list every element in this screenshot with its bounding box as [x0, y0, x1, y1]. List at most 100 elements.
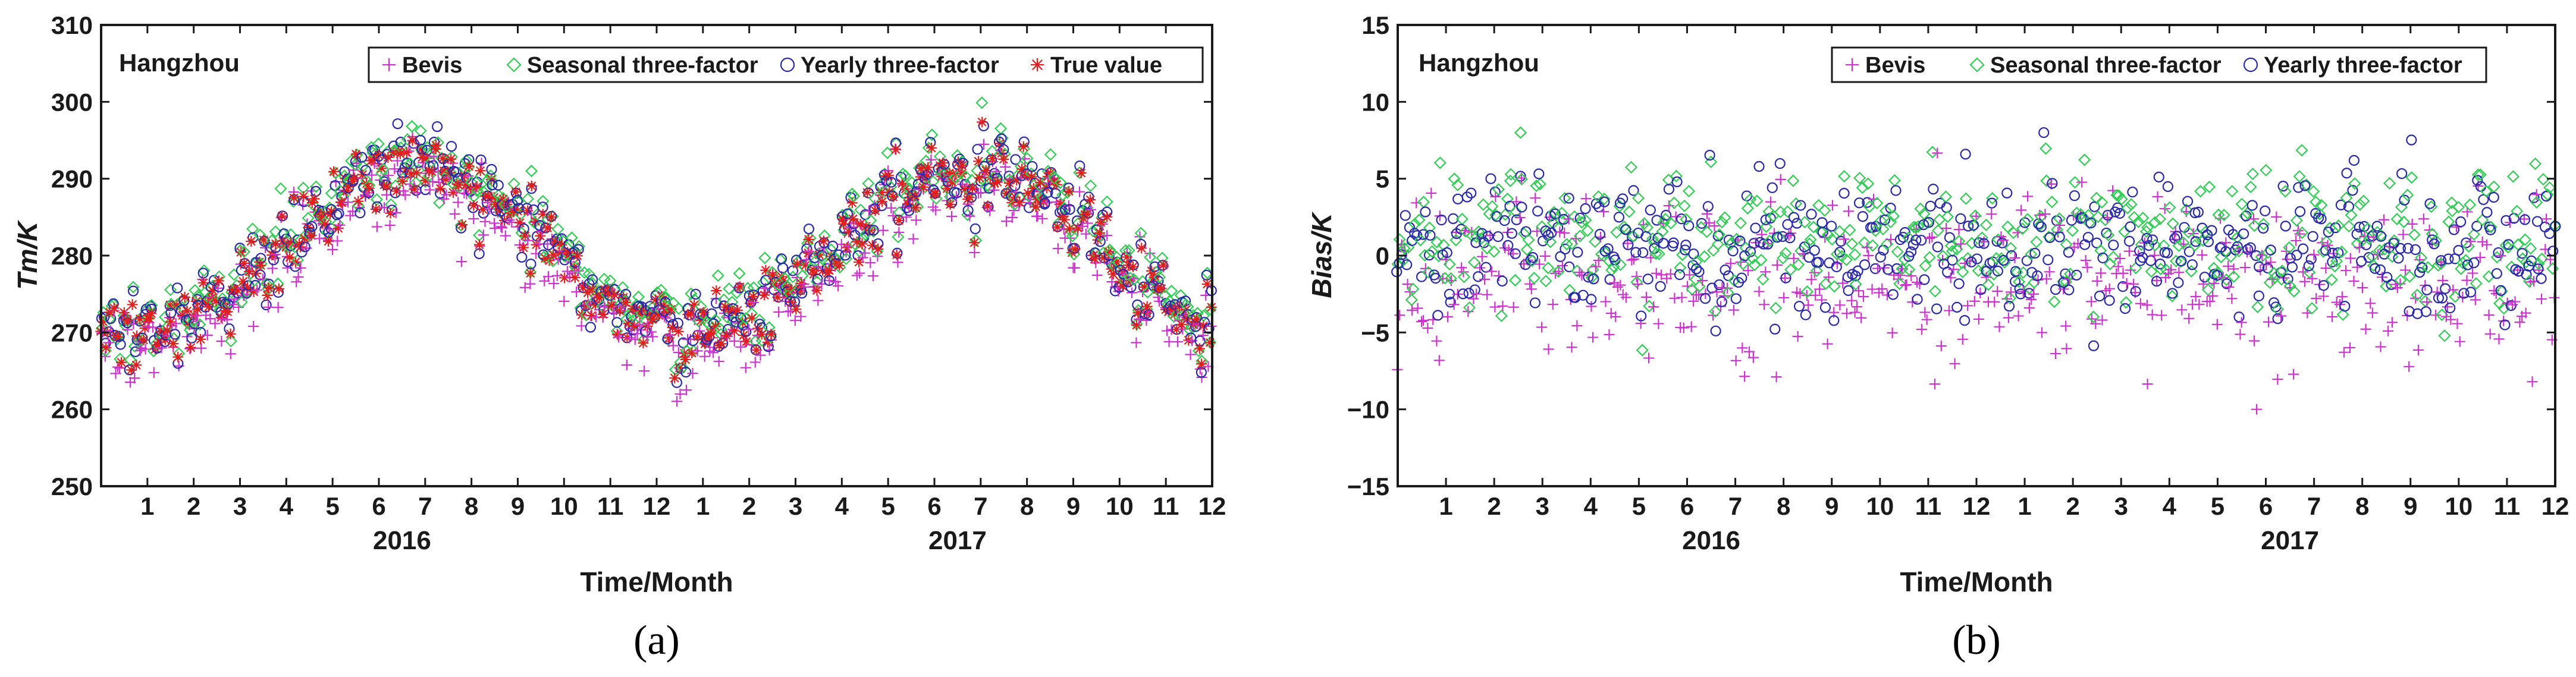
true-value-point — [1026, 171, 1037, 182]
seasonal-point — [1599, 246, 1612, 259]
yearly-point — [2104, 295, 2115, 306]
seasonal-point — [1165, 285, 1178, 298]
bevis-point — [1085, 204, 1096, 215]
seasonal-point — [536, 194, 550, 207]
seasonal-point — [1919, 259, 1932, 272]
bevis-point — [2365, 298, 2376, 309]
seasonal-point — [1756, 273, 1769, 286]
yearly-point — [2047, 178, 2058, 189]
bevis-point — [2198, 278, 2209, 289]
bevis-point — [740, 362, 751, 373]
bevis-point — [2095, 267, 2107, 279]
seasonal-point — [1084, 179, 1097, 193]
yearly-point — [2277, 181, 2289, 192]
seasonal-point — [927, 175, 940, 188]
bevis-point — [1524, 278, 1536, 289]
seasonal-point — [881, 146, 894, 159]
seasonal-point — [1709, 305, 1722, 318]
yearly-point — [2032, 270, 2043, 282]
yearly-point — [306, 221, 318, 232]
yearly-point — [1722, 270, 1734, 282]
true-value-point — [636, 305, 648, 316]
seasonal-point — [2271, 303, 2285, 316]
bevis-point — [1929, 379, 1940, 390]
bevis-point — [803, 246, 814, 257]
bevis-point — [209, 318, 221, 329]
bevis-point — [2322, 240, 2333, 251]
seasonal-point — [635, 307, 648, 320]
true-value-point — [273, 283, 284, 294]
yearly-point — [1420, 206, 1431, 218]
seasonal-point — [1489, 209, 1502, 222]
seasonal-point — [2082, 209, 2095, 222]
true-value-point — [488, 192, 500, 203]
yearly-point — [886, 190, 898, 201]
seasonal-point — [1907, 221, 1921, 234]
yearly-point — [1704, 149, 1715, 161]
bevis-point — [2345, 253, 2356, 264]
bevis-point — [735, 341, 746, 352]
true-value-point — [706, 329, 717, 340]
yearly-point — [1795, 200, 1806, 211]
seasonal-point — [2083, 216, 2096, 229]
yearly-point — [1663, 184, 1675, 195]
bevis-point — [1771, 259, 1783, 270]
true-value-point — [856, 238, 868, 250]
bevis-point — [382, 58, 396, 71]
yearly-point — [969, 223, 981, 235]
bevis-point — [1530, 193, 1541, 204]
yearly-point — [2242, 244, 2254, 255]
true-value-point — [118, 307, 130, 318]
bevis-point — [743, 323, 754, 335]
seasonal-point — [1499, 208, 1512, 221]
bevis-point — [2091, 275, 2103, 286]
yearly-point — [1628, 185, 1639, 196]
seasonal-point — [1021, 152, 1034, 165]
y-tick-label: 15 — [1361, 11, 1389, 39]
seasonal-point — [2246, 168, 2260, 181]
seasonal-point — [1843, 223, 1856, 237]
seasonal-point — [2091, 210, 2104, 223]
yearly-point — [1767, 182, 1778, 193]
true-value-point — [910, 202, 921, 213]
bevis-point — [1000, 216, 1012, 227]
yearly-point — [827, 240, 839, 252]
seasonal-point — [925, 128, 939, 141]
true-value-point — [792, 258, 803, 269]
true-value-point — [181, 306, 193, 317]
bevis-point — [1610, 311, 1621, 322]
seasonal-point — [1676, 248, 1689, 262]
seasonal-point — [1879, 204, 1892, 218]
true-value-point — [800, 260, 811, 271]
true-value-point — [294, 238, 305, 250]
bevis-point — [984, 205, 996, 216]
seasonal-point — [1792, 258, 1805, 271]
seasonal-point — [2357, 194, 2370, 207]
true-value-point — [627, 303, 638, 314]
x-tick-label: 6 — [1680, 492, 1694, 520]
seasonal-point — [2030, 235, 2043, 248]
yearly-point — [1400, 210, 1411, 221]
yearly-point — [2303, 260, 2314, 272]
bevis-point — [2541, 213, 2552, 225]
seasonal-point — [892, 231, 905, 244]
true-value-point — [582, 287, 594, 298]
bevis-point — [2336, 291, 2348, 303]
seasonal-point — [1405, 293, 1418, 307]
seasonal-point — [1522, 234, 1535, 247]
yearly-point — [2488, 191, 2499, 203]
true-value-point — [883, 170, 894, 181]
x-tick-label: 7 — [418, 492, 432, 520]
seasonal-point — [454, 219, 467, 232]
true-value-point — [263, 282, 274, 294]
yearly-point — [543, 240, 554, 251]
yearly-point — [521, 203, 532, 214]
seasonal-point — [1610, 226, 1623, 239]
y-tick-label: −10 — [1347, 396, 1389, 424]
bevis-point — [1728, 304, 1739, 316]
seasonal-point — [372, 137, 385, 150]
yearly-point — [886, 177, 897, 188]
yearly-point — [1932, 241, 1943, 253]
yearly-point — [2147, 234, 2158, 245]
yearly-point — [2143, 240, 2154, 251]
